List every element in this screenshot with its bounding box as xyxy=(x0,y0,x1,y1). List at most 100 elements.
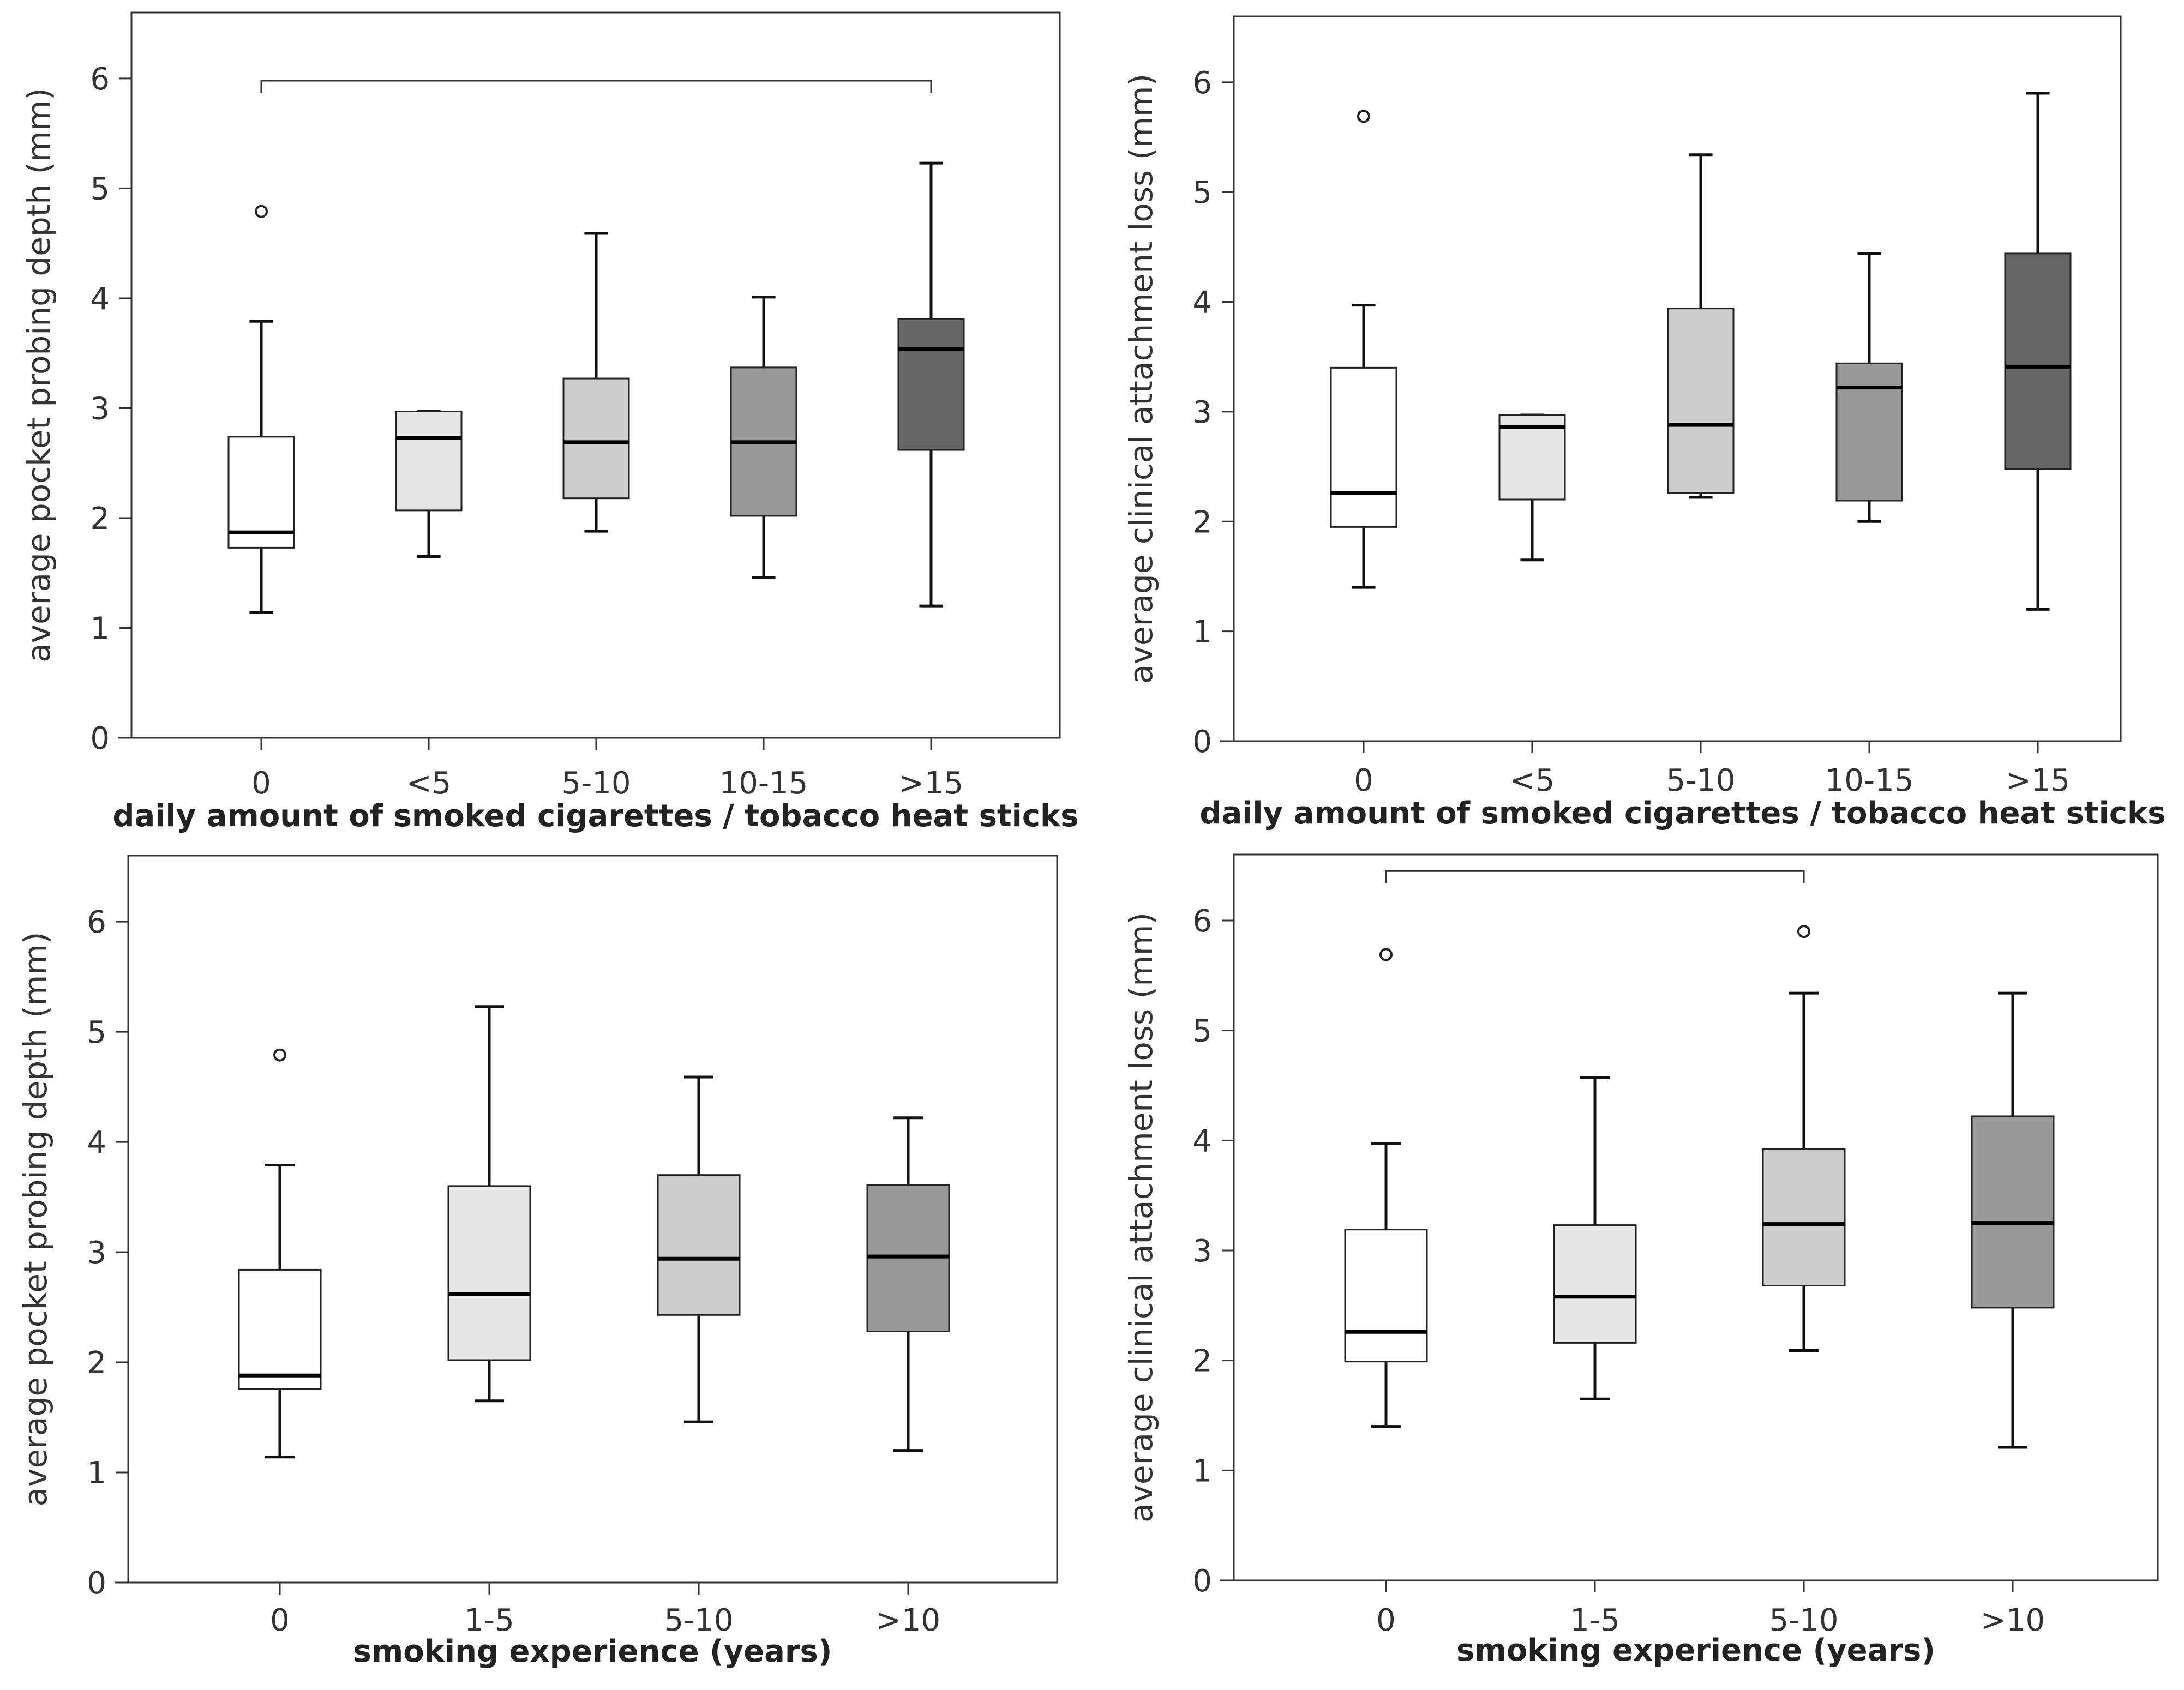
y-tick-label: 4 xyxy=(90,281,110,317)
y-axis-title: average clinical attachment loss (mm) xyxy=(1123,912,1160,1523)
y-tick-label: 2 xyxy=(87,1345,106,1381)
x-tick-label: 5-10 xyxy=(664,1603,733,1638)
box-1-5 xyxy=(1553,1076,1637,1400)
y-tick-label: 5 xyxy=(87,1015,106,1050)
box-5-10 xyxy=(1762,925,1846,1352)
box->10 xyxy=(1971,991,2055,1449)
iqr-box xyxy=(2004,252,2072,470)
x-tick-label: 0 xyxy=(1354,763,1373,798)
iqr-box xyxy=(238,1268,322,1390)
y-tick-label: 1 xyxy=(87,1456,106,1491)
y-tick-label: 6 xyxy=(87,905,106,940)
y-tick-label: 4 xyxy=(1192,285,1212,321)
y-axis-title: average pocket probing depth (mm) xyxy=(17,932,54,1507)
x-tick-label: 0 xyxy=(1376,1603,1396,1638)
x-tick-label: 1-5 xyxy=(1570,1603,1619,1638)
box-5-10 xyxy=(562,232,630,533)
box-<5 xyxy=(1498,413,1566,562)
y-tick-label: 2 xyxy=(1192,1344,1212,1379)
chart-panel-p3: 0 1 2 3 4 5 6 0 1-5 5-10 >10 average pocket probing… xyxy=(17,855,1058,1669)
plot-frame xyxy=(1233,853,2159,1581)
iqr-box xyxy=(897,318,965,451)
iqr-box xyxy=(657,1174,741,1316)
outlier-point xyxy=(1797,925,1810,939)
y-tick-label: 3 xyxy=(1192,1234,1212,1269)
y-tick-label: 5 xyxy=(1192,175,1212,211)
box-1-5 xyxy=(447,1005,531,1403)
x-tick-label: >15 xyxy=(2006,763,2070,798)
x-tick-label: >10 xyxy=(876,1603,940,1638)
box-5-10 xyxy=(1667,153,1735,499)
box->15 xyxy=(2004,92,2072,611)
x-tick-label: 10-15 xyxy=(1825,763,1914,798)
x-tick-label: <5 xyxy=(1510,763,1555,798)
y-tick-label: 0 xyxy=(1192,724,1212,760)
x-tick-label: 0 xyxy=(270,1603,290,1638)
plot-frame xyxy=(127,855,1058,1584)
plot-frame xyxy=(1233,15,2122,742)
iqr-box xyxy=(1971,1115,2055,1309)
x-tick-label: 5-10 xyxy=(561,766,631,801)
y-tick-label: 0 xyxy=(87,1566,106,1601)
outlier-point xyxy=(1357,110,1370,123)
box-10-15 xyxy=(1835,252,1903,523)
iqr-box xyxy=(1344,1229,1428,1363)
chart-panel-p4: 0 1 2 3 4 5 6 0 1-5 5-10 >10 average clinical attac… xyxy=(1123,853,2159,1668)
chart-panel-p2: 0 1 2 3 4 5 6 0 <5 5-10 10-15 >15 average clinical a… xyxy=(1123,15,2166,831)
iqr-box xyxy=(1330,366,1397,528)
y-tick-label: 5 xyxy=(90,171,110,207)
box-0 xyxy=(238,1048,322,1459)
y-axis-title: average pocket probing depth (mm) xyxy=(20,88,57,663)
box-0 xyxy=(1344,948,1428,1428)
x-axis-title: daily amount of smoked cigarettes / toba… xyxy=(112,798,1078,834)
x-tick-label: 0 xyxy=(251,766,271,801)
y-tick-label: 0 xyxy=(90,721,110,756)
y-tick-label: 3 xyxy=(87,1235,106,1271)
y-tick-label: 3 xyxy=(90,391,110,426)
chart-panel-p1: 0 1 2 3 4 5 6 0 <5 5-10 10-15 >15 average pocket pro… xyxy=(20,11,1079,834)
x-tick-label: >10 xyxy=(1981,1603,2045,1638)
y-tick-label: 6 xyxy=(90,62,110,97)
y-tick-label: 2 xyxy=(90,501,110,537)
box-5-10 xyxy=(657,1075,741,1423)
box-0 xyxy=(227,205,295,614)
y-tick-label: 6 xyxy=(1192,904,1212,939)
y-tick-label: 5 xyxy=(1192,1014,1212,1049)
box-0 xyxy=(1330,110,1397,589)
box-<5 xyxy=(395,410,463,558)
box->15 xyxy=(897,161,965,608)
outlier-point xyxy=(273,1048,286,1062)
y-tick-label: 1 xyxy=(90,611,110,646)
y-tick-label: 2 xyxy=(1192,504,1212,540)
x-axis-title: daily amount of smoked cigarettes / toba… xyxy=(1199,796,2165,831)
y-tick-label: 1 xyxy=(1192,615,1212,650)
box->10 xyxy=(866,1116,950,1452)
iqr-box xyxy=(562,377,630,500)
y-tick-label: 4 xyxy=(1192,1123,1212,1159)
outlier-point xyxy=(1379,948,1393,961)
iqr-box xyxy=(1835,362,1903,502)
significance-bracket xyxy=(260,80,932,93)
x-axis-title: smoking experience (years) xyxy=(1456,1633,1935,1668)
iqr-box xyxy=(447,1185,531,1361)
iqr-box xyxy=(395,411,463,512)
significance-bracket xyxy=(1385,870,1805,883)
iqr-box xyxy=(1667,308,1735,494)
y-axis-title: average clinical attachment loss (mm) xyxy=(1123,74,1160,684)
iqr-box xyxy=(1762,1148,1846,1287)
x-tick-label: <5 xyxy=(406,766,452,801)
iqr-box xyxy=(1553,1224,1637,1344)
y-tick-label: 4 xyxy=(87,1125,106,1160)
x-tick-label: 10-15 xyxy=(719,766,808,801)
y-tick-label: 0 xyxy=(1192,1563,1212,1599)
x-tick-label: 5-10 xyxy=(1769,1603,1838,1638)
x-tick-label: 5-10 xyxy=(1666,763,1735,798)
x-tick-label: >15 xyxy=(899,766,963,801)
outlier-point xyxy=(255,205,268,218)
y-tick-label: 6 xyxy=(1192,65,1212,101)
x-axis-title: smoking experience (years) xyxy=(353,1634,832,1669)
x-tick-label: 1-5 xyxy=(464,1603,514,1638)
box-10-15 xyxy=(730,296,797,579)
y-tick-label: 1 xyxy=(1192,1453,1212,1489)
